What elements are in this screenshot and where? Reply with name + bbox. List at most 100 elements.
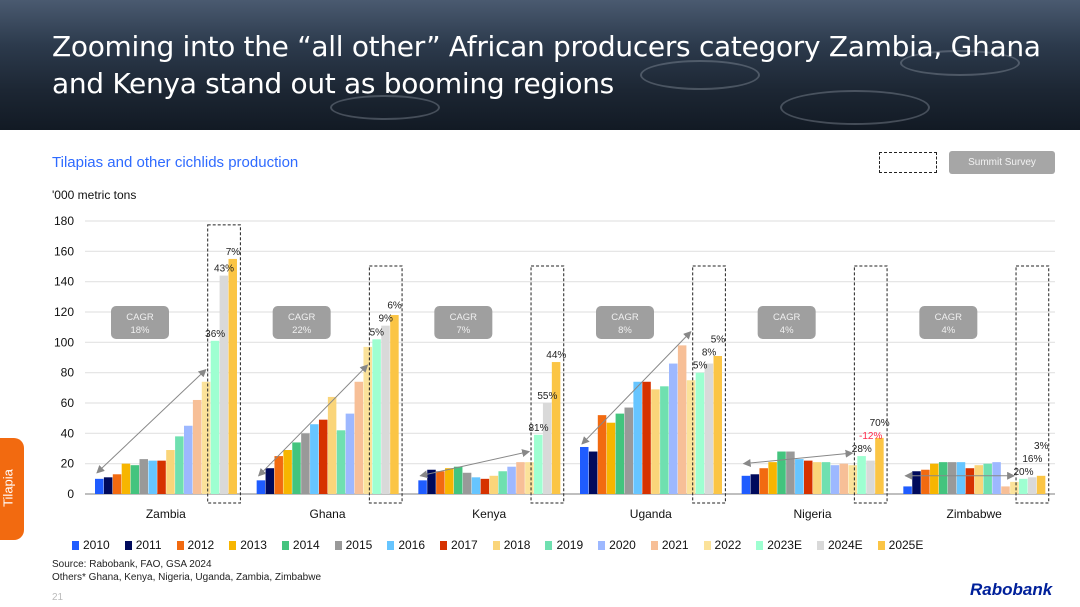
trend-arrow	[257, 364, 369, 477]
bar-zambia-2010	[95, 478, 104, 494]
y-tick-label: 0	[67, 487, 74, 501]
chart-title: Tilapias and other cichlids production	[52, 154, 299, 171]
bar-zimbabwe-2020	[992, 462, 1001, 494]
bar-zambia-2024E	[219, 275, 229, 494]
legend-swatch	[72, 540, 79, 550]
bar-ghana-2018	[327, 396, 337, 494]
legend-label: 2013	[240, 538, 267, 552]
legend-item-2022: 2022	[703, 538, 742, 552]
cagr-badge	[272, 306, 331, 339]
legend-item-2010: 2010	[72, 538, 110, 552]
forecast-box	[207, 224, 241, 504]
growth-label: 5%	[711, 335, 726, 346]
bar-zambia-2017	[157, 460, 166, 494]
growth-label: 3%	[1034, 441, 1049, 452]
others-text: Others* Ghana, Kenya, Nigeria, Uganda, Z…	[52, 572, 322, 583]
bar-zimbabwe-2022	[1010, 481, 1019, 494]
bar-zambia-2019	[175, 436, 184, 494]
legend-item-2012: 2012	[176, 538, 214, 552]
bar-kenya-2014	[453, 466, 463, 494]
cagr-label: CAGR	[611, 312, 639, 323]
legend-label: 2015	[345, 538, 373, 552]
bar-zambia-2021	[192, 399, 202, 494]
growth-label: 6%	[387, 301, 402, 312]
cagr-label: CAGR	[935, 312, 963, 323]
legend-label: 2017	[451, 538, 478, 552]
bar-nigeria-2010	[741, 475, 751, 494]
bar-zambia-2016	[148, 460, 157, 494]
legend-label: 2022	[714, 538, 742, 552]
bar-nigeria-2022	[848, 465, 857, 494]
legend-label: 2011	[135, 538, 162, 552]
page-number: 21	[52, 592, 64, 603]
y-tick-label: 140	[54, 275, 74, 289]
bar-uganda-2011	[588, 451, 598, 494]
bar-nigeria-2012	[759, 468, 768, 494]
growth-label: 43%	[214, 264, 234, 275]
source-text: Source: Rabobank, FAO, GSA 2024	[52, 559, 212, 570]
growth-label: 8%	[702, 348, 717, 359]
bar-ghana-2022	[363, 346, 372, 494]
legend-item-2020: 2020	[598, 538, 636, 552]
bar-nigeria-2025E	[875, 437, 884, 494]
bar-uganda-2019	[660, 386, 669, 494]
growth-label: 9%	[378, 314, 393, 325]
forecast-box	[853, 265, 888, 504]
y-tick-label: 160	[54, 244, 74, 258]
legend-item-2015: 2015	[334, 538, 373, 552]
growth-label: 5%	[370, 327, 385, 338]
bar-ghana-2011	[265, 468, 275, 494]
bar-zambia-2015	[139, 459, 148, 494]
legend-item-2025E: 2025E	[877, 538, 923, 552]
bar-nigeria-2011	[750, 474, 760, 494]
growth-label: 55%	[537, 391, 557, 402]
y-tick-label: 60	[61, 396, 75, 410]
section-tab-tilapia[interactable]: Tilapia	[0, 438, 24, 540]
cagr-value: 4%	[780, 325, 794, 336]
bar-zimbabwe-2025E	[1036, 475, 1046, 494]
bar-ghana-2019	[336, 430, 346, 494]
bar-uganda-2024E	[704, 363, 714, 494]
fish-pen-image	[640, 60, 760, 90]
bar-zimbabwe-2016	[956, 462, 966, 494]
forecast-box	[1015, 265, 1050, 504]
bar-ghana-2021	[354, 381, 364, 494]
y-tick-label: 100	[54, 335, 74, 349]
cagr-label: CAGR	[450, 312, 478, 323]
legend-label: 2024E	[827, 538, 863, 552]
cagr-value: 8%	[618, 325, 632, 336]
bar-ghana-2025E	[390, 315, 399, 494]
bar-uganda-2012	[597, 415, 607, 494]
growth-label: 44%	[546, 350, 566, 361]
legend-item-2024E: 2024E	[816, 538, 863, 552]
forecast-box	[692, 265, 726, 504]
bar-kenya-2018	[489, 475, 499, 494]
cagr-badge	[111, 306, 169, 339]
legend-swatch	[545, 540, 553, 550]
bar-zimbabwe-2010	[903, 486, 912, 494]
bar-zimbabwe-2014	[938, 462, 948, 494]
bar-uganda-2020	[669, 363, 678, 494]
bar-kenya-2015	[462, 472, 472, 494]
trend-arrow	[419, 449, 531, 479]
growth-label: 81%	[528, 423, 548, 434]
legend-label: 2020	[609, 538, 636, 552]
bar-uganda-2016	[633, 381, 642, 494]
bar-zimbabwe-2015	[947, 462, 957, 494]
legend-item-2019: 2019	[545, 538, 583, 552]
bar-zimbabwe-2019	[983, 463, 992, 494]
bar-ghana-2012	[274, 456, 283, 494]
bar-nigeria-2014	[777, 451, 786, 494]
trend-arrow	[742, 449, 854, 467]
legend-item-2021: 2021	[650, 538, 689, 552]
bar-ghana-2013	[283, 450, 292, 494]
legend-label: 2010	[83, 538, 110, 552]
legend-item-2016: 2016	[387, 538, 425, 552]
summit-survey-label: Summit Survey	[949, 151, 1055, 174]
bar-kenya-2010	[418, 480, 427, 494]
source-note: Source: Rabobank, FAO, GSA 2024 Others* …	[52, 558, 321, 584]
trend-arrow	[96, 368, 207, 474]
cagr-value: 22%	[292, 325, 312, 336]
bar-zimbabwe-2011	[912, 471, 921, 494]
y-tick-label: 120	[54, 305, 74, 319]
